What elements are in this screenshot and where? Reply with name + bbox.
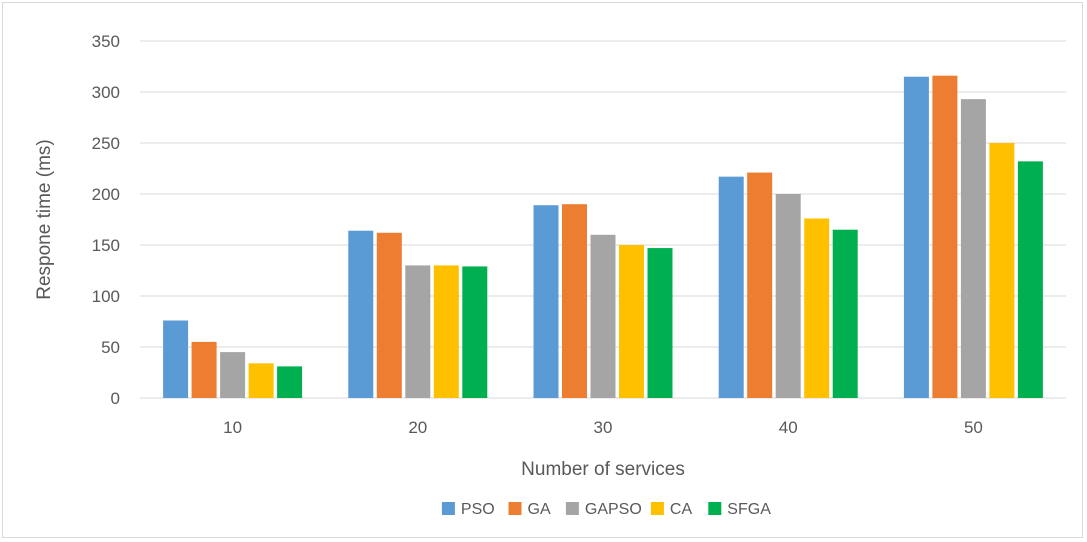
bar-pso-30: [533, 205, 559, 398]
y-tick-label: 350: [92, 32, 120, 51]
bar-ca-20: [433, 265, 459, 398]
bar-sfga-20: [462, 266, 488, 398]
legend-label: GA: [528, 501, 551, 518]
x-tick-label: 10: [223, 418, 242, 437]
bar-gapso-50: [960, 99, 986, 398]
x-axis-ticks: 10 20 30 40 50: [223, 418, 983, 437]
bar-ca-30: [619, 245, 644, 398]
y-tick-label: 150: [92, 236, 120, 255]
legend-label: SFGA: [727, 501, 771, 518]
x-tick-label: 50: [964, 418, 983, 437]
bar-gapso-10: [220, 352, 246, 398]
bars: [163, 75, 1043, 399]
legend-swatch: [708, 502, 722, 515]
bar-ga-30: [562, 204, 587, 398]
legend-swatch: [508, 502, 522, 515]
legend-swatch: [650, 502, 664, 515]
bar-pso-20: [348, 230, 374, 398]
legend-label: GAPSO: [585, 501, 642, 518]
bar-chart: 0 50 100 150 200 250 300 350 10 20 30 40 50 Respone…: [34, 32, 1066, 518]
y-tick-label: 200: [92, 185, 120, 204]
bar-ca-40: [804, 218, 830, 398]
y-tick-label: 0: [111, 389, 120, 408]
bar-pso-40: [718, 176, 744, 398]
x-tick-label: 30: [594, 418, 613, 437]
bar-gapso-40: [775, 194, 801, 398]
y-tick-label: 50: [101, 338, 120, 357]
y-tick-label: 250: [92, 134, 120, 153]
bar-ga-20: [376, 232, 402, 398]
legend-label: CA: [670, 501, 693, 518]
legend-item-gapso: GAPSO: [565, 501, 642, 518]
bar-gapso-20: [405, 265, 431, 398]
bar-pso-10: [163, 320, 189, 398]
y-tick-label: 300: [92, 83, 120, 102]
y-tick-label: 100: [92, 287, 120, 306]
legend: PSO GA GAPSO CA SFGA: [441, 501, 771, 518]
x-axis-title: Number of services: [521, 459, 685, 480]
legend-label: PSO: [461, 501, 495, 518]
legend-item-ga: GA: [508, 501, 551, 518]
bar-pso-50: [903, 76, 929, 398]
bar-ca-10: [248, 363, 274, 398]
bar-ga-10: [191, 341, 217, 398]
x-tick-label: 20: [408, 418, 427, 437]
legend-item-pso: PSO: [441, 501, 495, 518]
bar-ca-50: [989, 143, 1015, 398]
legend-item-sfga: SFGA: [708, 501, 771, 518]
legend-swatch: [441, 502, 455, 515]
legend-swatch: [565, 502, 579, 515]
bar-sfga-30: [647, 248, 673, 398]
bar-sfga-10: [277, 366, 303, 398]
y-axis-ticks: 0 50 100 150 200 250 300 350: [92, 32, 120, 408]
bar-gapso-30: [590, 234, 616, 398]
legend-item-ca: CA: [650, 501, 693, 518]
bar-sfga-40: [832, 229, 858, 398]
bar-sfga-50: [1017, 161, 1043, 398]
bar-ga-40: [747, 172, 773, 398]
y-axis-title: Respone time (ms): [34, 139, 55, 300]
bar-ga-50: [932, 75, 958, 399]
x-tick-label: 40: [779, 418, 798, 437]
